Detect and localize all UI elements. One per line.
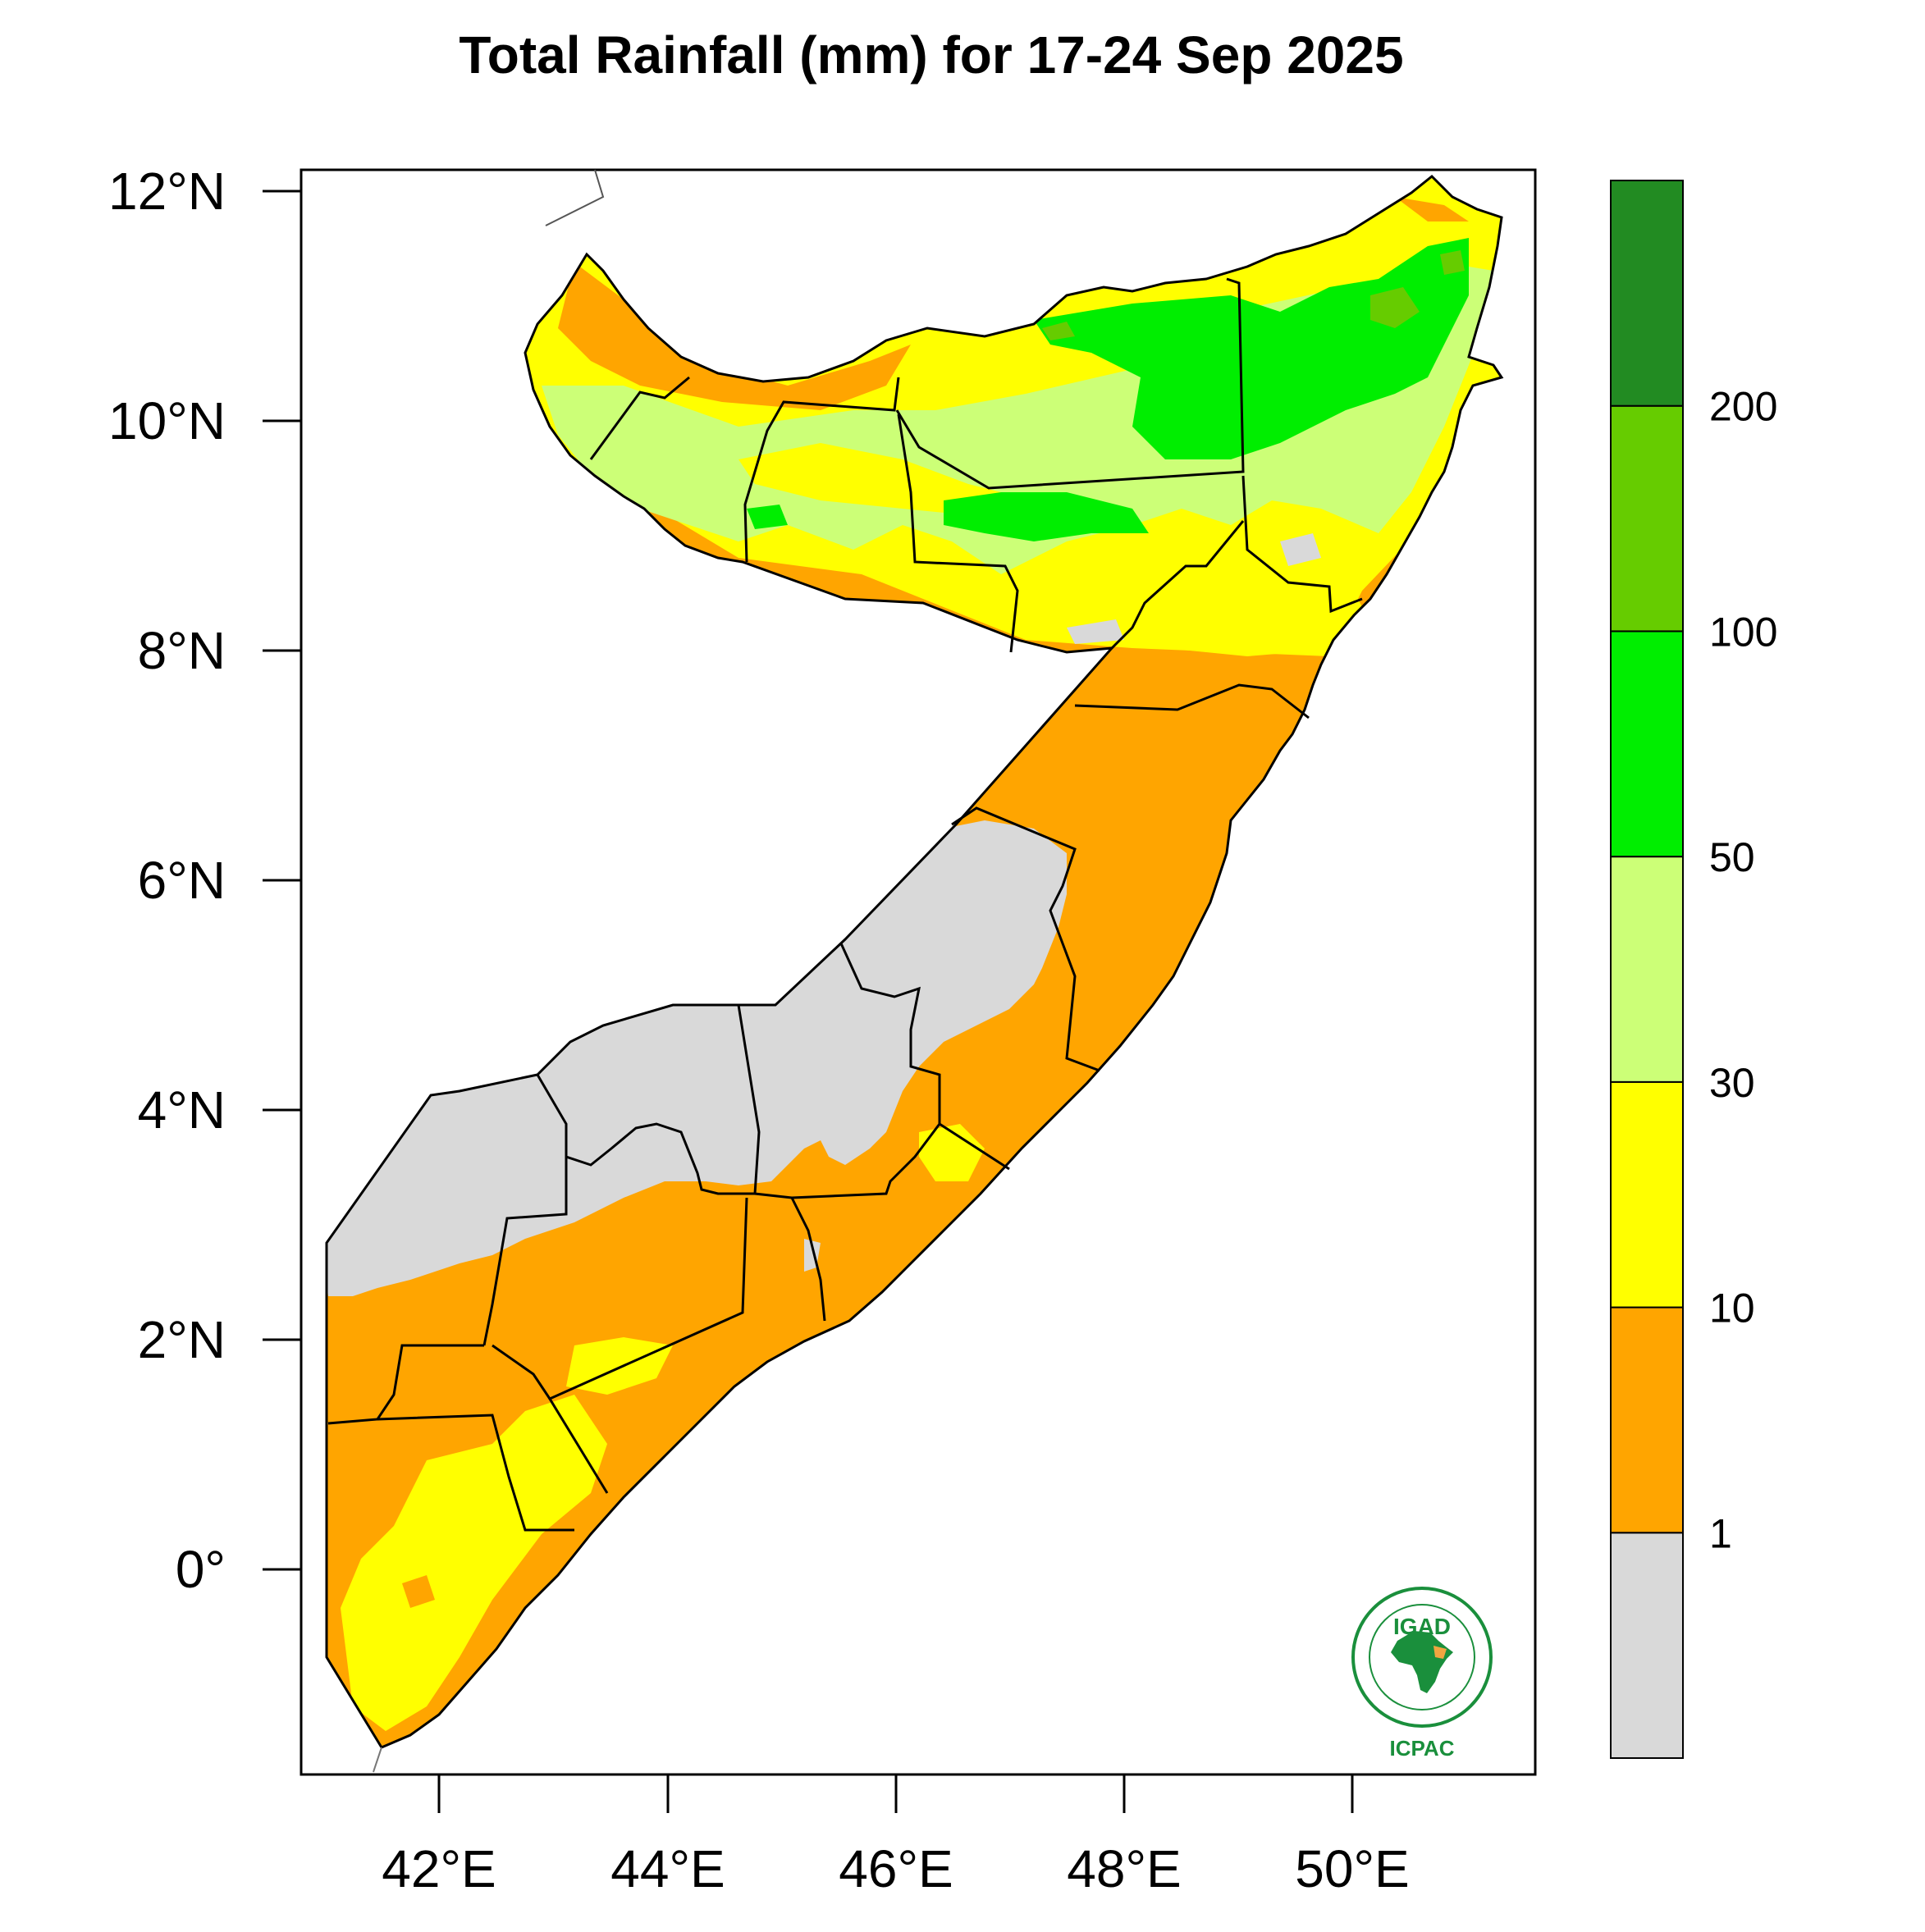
- rain-zone-green-patch: [747, 505, 788, 529]
- map-title: Total Rainfall (mm) for 17-24 Sep 2025: [459, 25, 1404, 84]
- lon-label: 50°E: [1295, 1839, 1409, 1898]
- logo-inner-ring: [1369, 1604, 1475, 1710]
- colorbar-bin: [1610, 630, 1684, 858]
- rain-zone-gray-ne: [1280, 533, 1321, 566]
- colorbar-label: 10: [1709, 1286, 1755, 1331]
- colorbar-bin: [1610, 856, 1684, 1083]
- rain-zone-darkgreen-1: [1370, 287, 1420, 328]
- colorbar-label: 200: [1709, 384, 1777, 430]
- lat-label: 2°N: [138, 1310, 226, 1369]
- lat-label: 8°N: [138, 621, 226, 680]
- region-boundaries: [327, 277, 1363, 1532]
- lat-label: 0°: [176, 1540, 226, 1599]
- lat-label: 4°N: [138, 1080, 226, 1140]
- lat-labels: 12°N 10°N 8°N 6°N 4°N 2°N 0°: [108, 162, 226, 1599]
- colorbar-bin: [1610, 1306, 1684, 1534]
- colorbar-bin: [1610, 404, 1684, 633]
- colorbar-label: 50: [1709, 834, 1755, 880]
- logo-subtitle: ICPAC: [1390, 1736, 1455, 1761]
- rain-zone-yellow-east: [1132, 541, 1362, 656]
- logo-name: IGAD: [1393, 1614, 1451, 1639]
- lon-label: 48°E: [1067, 1839, 1181, 1898]
- lon-labels: 42°E 44°E 46°E 48°E 50°E: [382, 1839, 1409, 1898]
- rain-zone-green-central: [944, 492, 1149, 541]
- horn-of-africa-highlight: [1433, 1646, 1447, 1659]
- rain-zone-yellow-jubba-1: [919, 1124, 985, 1181]
- country-outline: [325, 174, 1504, 1749]
- colorbar-bin: [1610, 1080, 1684, 1309]
- rain-zone-orange-south-patch: [402, 1575, 435, 1608]
- rain-zone-gray-north: [1067, 619, 1124, 644]
- rain-zone-gray-central: [327, 820, 1067, 1296]
- lon-ticks: [437, 1774, 1354, 1813]
- rain-zone-darkgreen-2: [1042, 322, 1075, 340]
- colorbar-label: 30: [1709, 1060, 1755, 1106]
- lon-label: 46°E: [839, 1839, 953, 1898]
- rain-zone-darkgreen-3: [1440, 250, 1465, 275]
- colorbar-label: 1: [1709, 1510, 1732, 1556]
- africa-map-icon: [1391, 1631, 1453, 1693]
- lat-label: 12°N: [108, 162, 226, 221]
- lat-label: 6°N: [138, 851, 226, 910]
- colorbar-bin: [1610, 1532, 1684, 1760]
- lon-label: 42°E: [382, 1839, 496, 1898]
- neighbor-border-south: [373, 1747, 382, 1773]
- colorbar-bin: [1610, 180, 1684, 407]
- neighbor-border: [545, 169, 605, 226]
- rain-zone-green-north: [1034, 238, 1469, 459]
- rain-zone-yellow-south: [341, 1395, 607, 1731]
- lat-label: 10°N: [108, 391, 226, 450]
- colorbar-label: 100: [1709, 609, 1777, 655]
- rain-zone-orange-ne: [1395, 197, 1469, 222]
- colorbar: 1 10 30 50 100 200: [1610, 180, 1777, 1760]
- lon-label: 44°E: [610, 1839, 725, 1898]
- rain-zone-orange-nw: [558, 263, 911, 410]
- igad-logo: IGAD ICPAC: [1351, 1587, 1493, 1761]
- lat-ticks: [263, 190, 301, 1571]
